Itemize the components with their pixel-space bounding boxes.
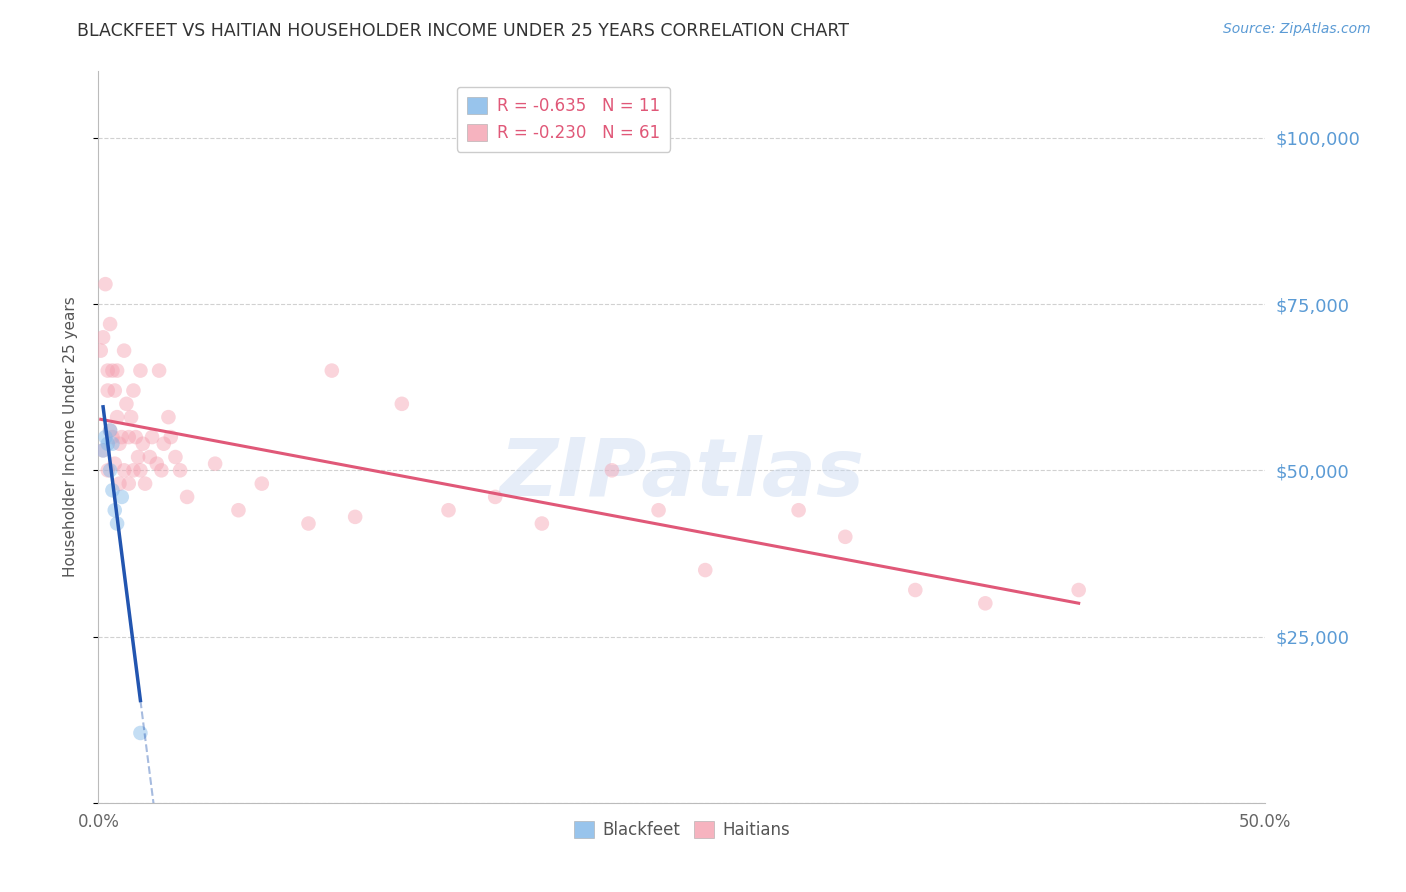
Point bbox=[111, 430, 134, 444]
Point bbox=[974, 596, 997, 610]
Point bbox=[91, 443, 114, 458]
Point bbox=[159, 430, 181, 444]
Point bbox=[91, 330, 114, 344]
Point bbox=[695, 563, 717, 577]
Point bbox=[391, 397, 413, 411]
Point bbox=[104, 457, 127, 471]
Point bbox=[787, 503, 810, 517]
Point bbox=[101, 483, 124, 498]
Point bbox=[165, 450, 187, 464]
Point bbox=[1067, 582, 1090, 597]
Point bbox=[101, 363, 124, 377]
Point bbox=[129, 726, 152, 740]
Point bbox=[105, 363, 128, 377]
Point bbox=[112, 343, 135, 358]
Point bbox=[97, 436, 120, 450]
Point bbox=[134, 476, 156, 491]
Point bbox=[344, 509, 367, 524]
Point bbox=[98, 317, 121, 331]
Point bbox=[90, 343, 112, 358]
Point bbox=[148, 363, 170, 377]
Point bbox=[105, 516, 128, 531]
Point bbox=[115, 397, 138, 411]
Point bbox=[97, 463, 120, 477]
Point bbox=[176, 490, 198, 504]
Point bbox=[118, 476, 141, 491]
Point bbox=[118, 430, 141, 444]
Point bbox=[101, 430, 124, 444]
Point bbox=[146, 457, 169, 471]
Text: BLACKFEET VS HAITIAN HOUSEHOLDER INCOME UNDER 25 YEARS CORRELATION CHART: BLACKFEET VS HAITIAN HOUSEHOLDER INCOME … bbox=[77, 22, 849, 40]
Point bbox=[111, 490, 134, 504]
Point bbox=[321, 363, 343, 377]
Point bbox=[169, 463, 191, 477]
Point bbox=[834, 530, 856, 544]
Point bbox=[139, 450, 162, 464]
Point bbox=[108, 436, 131, 450]
Point bbox=[94, 277, 117, 292]
Point bbox=[122, 384, 145, 398]
Point bbox=[94, 430, 117, 444]
Point bbox=[157, 410, 180, 425]
Point bbox=[120, 410, 142, 425]
Point bbox=[204, 457, 226, 471]
Point bbox=[122, 463, 145, 477]
Point bbox=[98, 424, 121, 438]
Point bbox=[228, 503, 250, 517]
Point bbox=[600, 463, 623, 477]
Point bbox=[141, 430, 163, 444]
Point bbox=[129, 463, 152, 477]
Point bbox=[250, 476, 273, 491]
Text: Source: ZipAtlas.com: Source: ZipAtlas.com bbox=[1223, 22, 1371, 37]
Point bbox=[101, 436, 124, 450]
Point bbox=[108, 476, 131, 491]
Point bbox=[97, 384, 120, 398]
Point bbox=[129, 363, 152, 377]
Point bbox=[98, 463, 121, 477]
Point bbox=[127, 450, 149, 464]
Point bbox=[152, 436, 174, 450]
Point bbox=[112, 463, 135, 477]
Point bbox=[297, 516, 319, 531]
Point bbox=[104, 384, 127, 398]
Point bbox=[150, 463, 173, 477]
Point bbox=[530, 516, 553, 531]
Point bbox=[647, 503, 669, 517]
Point bbox=[484, 490, 506, 504]
Point bbox=[97, 363, 120, 377]
Point bbox=[437, 503, 460, 517]
Legend: Blackfeet, Haitians: Blackfeet, Haitians bbox=[568, 814, 796, 846]
Point bbox=[104, 503, 127, 517]
Y-axis label: Householder Income Under 25 years: Householder Income Under 25 years bbox=[63, 297, 77, 577]
Point bbox=[105, 410, 128, 425]
Text: ZIPatlas: ZIPatlas bbox=[499, 434, 865, 513]
Point bbox=[98, 424, 121, 438]
Point bbox=[91, 443, 114, 458]
Point bbox=[125, 430, 148, 444]
Point bbox=[132, 436, 155, 450]
Point bbox=[904, 582, 927, 597]
